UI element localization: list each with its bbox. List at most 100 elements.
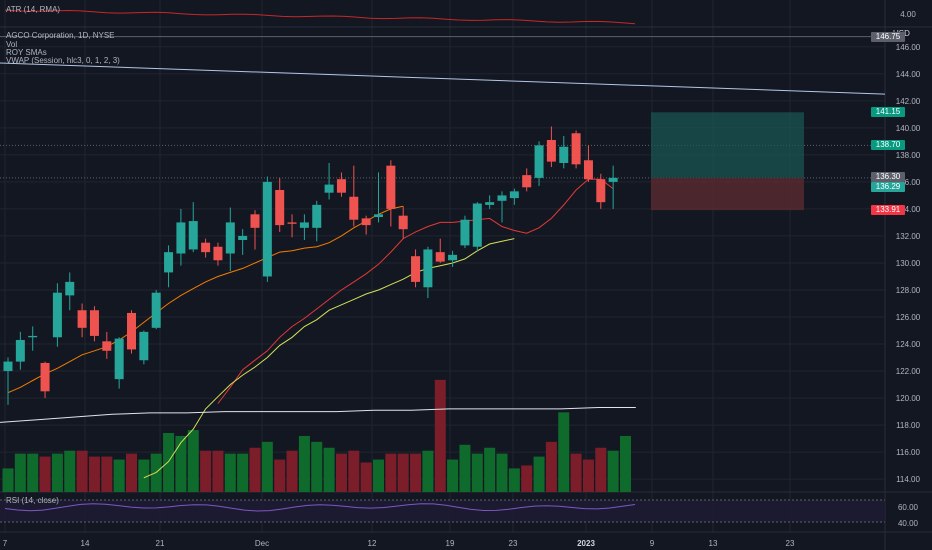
price-tick-label: 124.00 [896,340,921,349]
candle-body [361,218,371,226]
volume-bar [360,462,372,492]
volume-bar [545,441,557,492]
price-tag: 146.75 [871,31,905,42]
candle-body [546,140,556,162]
volume-bar [471,453,483,492]
price-tick-label: 130.00 [896,259,921,268]
candle-body [497,195,507,201]
volume-bar [484,447,496,492]
candle [386,160,396,227]
candle [522,168,532,192]
volume-bar [348,450,360,492]
candle-body [460,219,470,246]
volume-bar [187,430,199,492]
price-tag: 133.91 [871,205,905,216]
price-tick-label: 146.00 [896,43,921,52]
volume-bar [595,447,607,492]
time-tick-label: 13 [709,539,718,548]
candle-body [485,202,495,205]
candle [213,242,223,266]
price-axis: 146.00 144.00 142.00 140.00 138.00 136.00 134.… [896,10,921,528]
candle-body [386,165,396,209]
vwap-legend[interactable]: VWAP (Session, hlc3, 0, 1, 2, 3) [6,56,120,65]
vol-legend[interactable]: Vol [6,40,18,49]
volume-bar [459,444,471,492]
volume-bar [434,379,446,492]
time-tick-label: 14 [81,539,90,548]
volume-bar [570,453,582,492]
candle [15,331,25,370]
candle [188,202,198,253]
volume-bar [249,447,261,492]
price-tick-label: 142.00 [896,97,921,106]
candle-body [262,181,272,277]
price-tick-label: 122.00 [896,367,921,376]
candle [139,330,149,365]
candle-body [324,184,334,193]
candle [546,126,556,168]
candle [52,283,62,347]
candle [472,202,482,251]
volume-bar [64,450,76,492]
volume-bar [261,441,273,492]
candle [28,326,38,351]
candle [534,141,544,186]
candle [89,306,99,342]
candle [374,172,383,223]
candle [497,191,507,223]
price-tick-label: 116.00 [896,448,920,457]
candle [176,208,186,266]
candle [460,215,470,249]
time-tick-label: 9 [650,539,655,548]
rsi-tick-label: 40.00 [898,519,919,528]
candle [299,214,309,240]
symbol-legend[interactable]: AGCO Corporation, 1D, NYSE [6,31,115,40]
price-tick-label: 120.00 [896,394,921,403]
price-tick-label: 134.00 [896,205,921,214]
rsi-legend[interactable]: RSI (14, close) [6,496,59,505]
volume-bar [508,468,520,492]
candle [349,165,359,227]
long-position-tool[interactable] [651,112,804,211]
rsi-tick-label: 60.00 [898,503,919,512]
volume-bar [2,468,14,492]
candle-body [596,179,606,203]
candle [336,172,346,197]
candle [411,249,421,288]
sma-legend[interactable]: ROY SMAs [6,48,47,57]
price-tick-label: 138.00 [896,151,921,160]
candle-body [423,249,433,288]
candle-body [583,160,593,180]
volume-bar [521,465,533,492]
price-tick-label: 144.00 [896,70,921,79]
time-tick-label: Dec [255,539,269,548]
candle [448,250,458,268]
volume-bar [311,441,323,492]
candle-body [522,175,532,188]
candle-body [213,246,223,261]
candle [164,245,174,288]
time-axis: 7 14 21 Dec 12 19 23 2023 9 13 23 [3,539,795,548]
candle-body [299,222,309,228]
candle-body [398,215,408,230]
candle [608,165,618,209]
volume-bar [323,447,335,492]
price-tick-label: 126.00 [896,313,921,322]
candle [65,272,75,311]
volume-bar [27,453,39,492]
atr-line [4,9,636,25]
candle-body [349,196,359,220]
volume-bar [175,435,187,492]
candle [583,145,593,182]
candle [485,195,495,209]
atr-legend[interactable]: ATR (14, RMA) [6,5,61,14]
volume-bar [607,450,619,492]
volume-bar [138,459,150,492]
candle [596,173,606,209]
candle [114,337,124,389]
trendline [0,62,886,95]
volume-bar [298,435,310,492]
candle-body [114,338,124,380]
candle-body [374,214,383,218]
